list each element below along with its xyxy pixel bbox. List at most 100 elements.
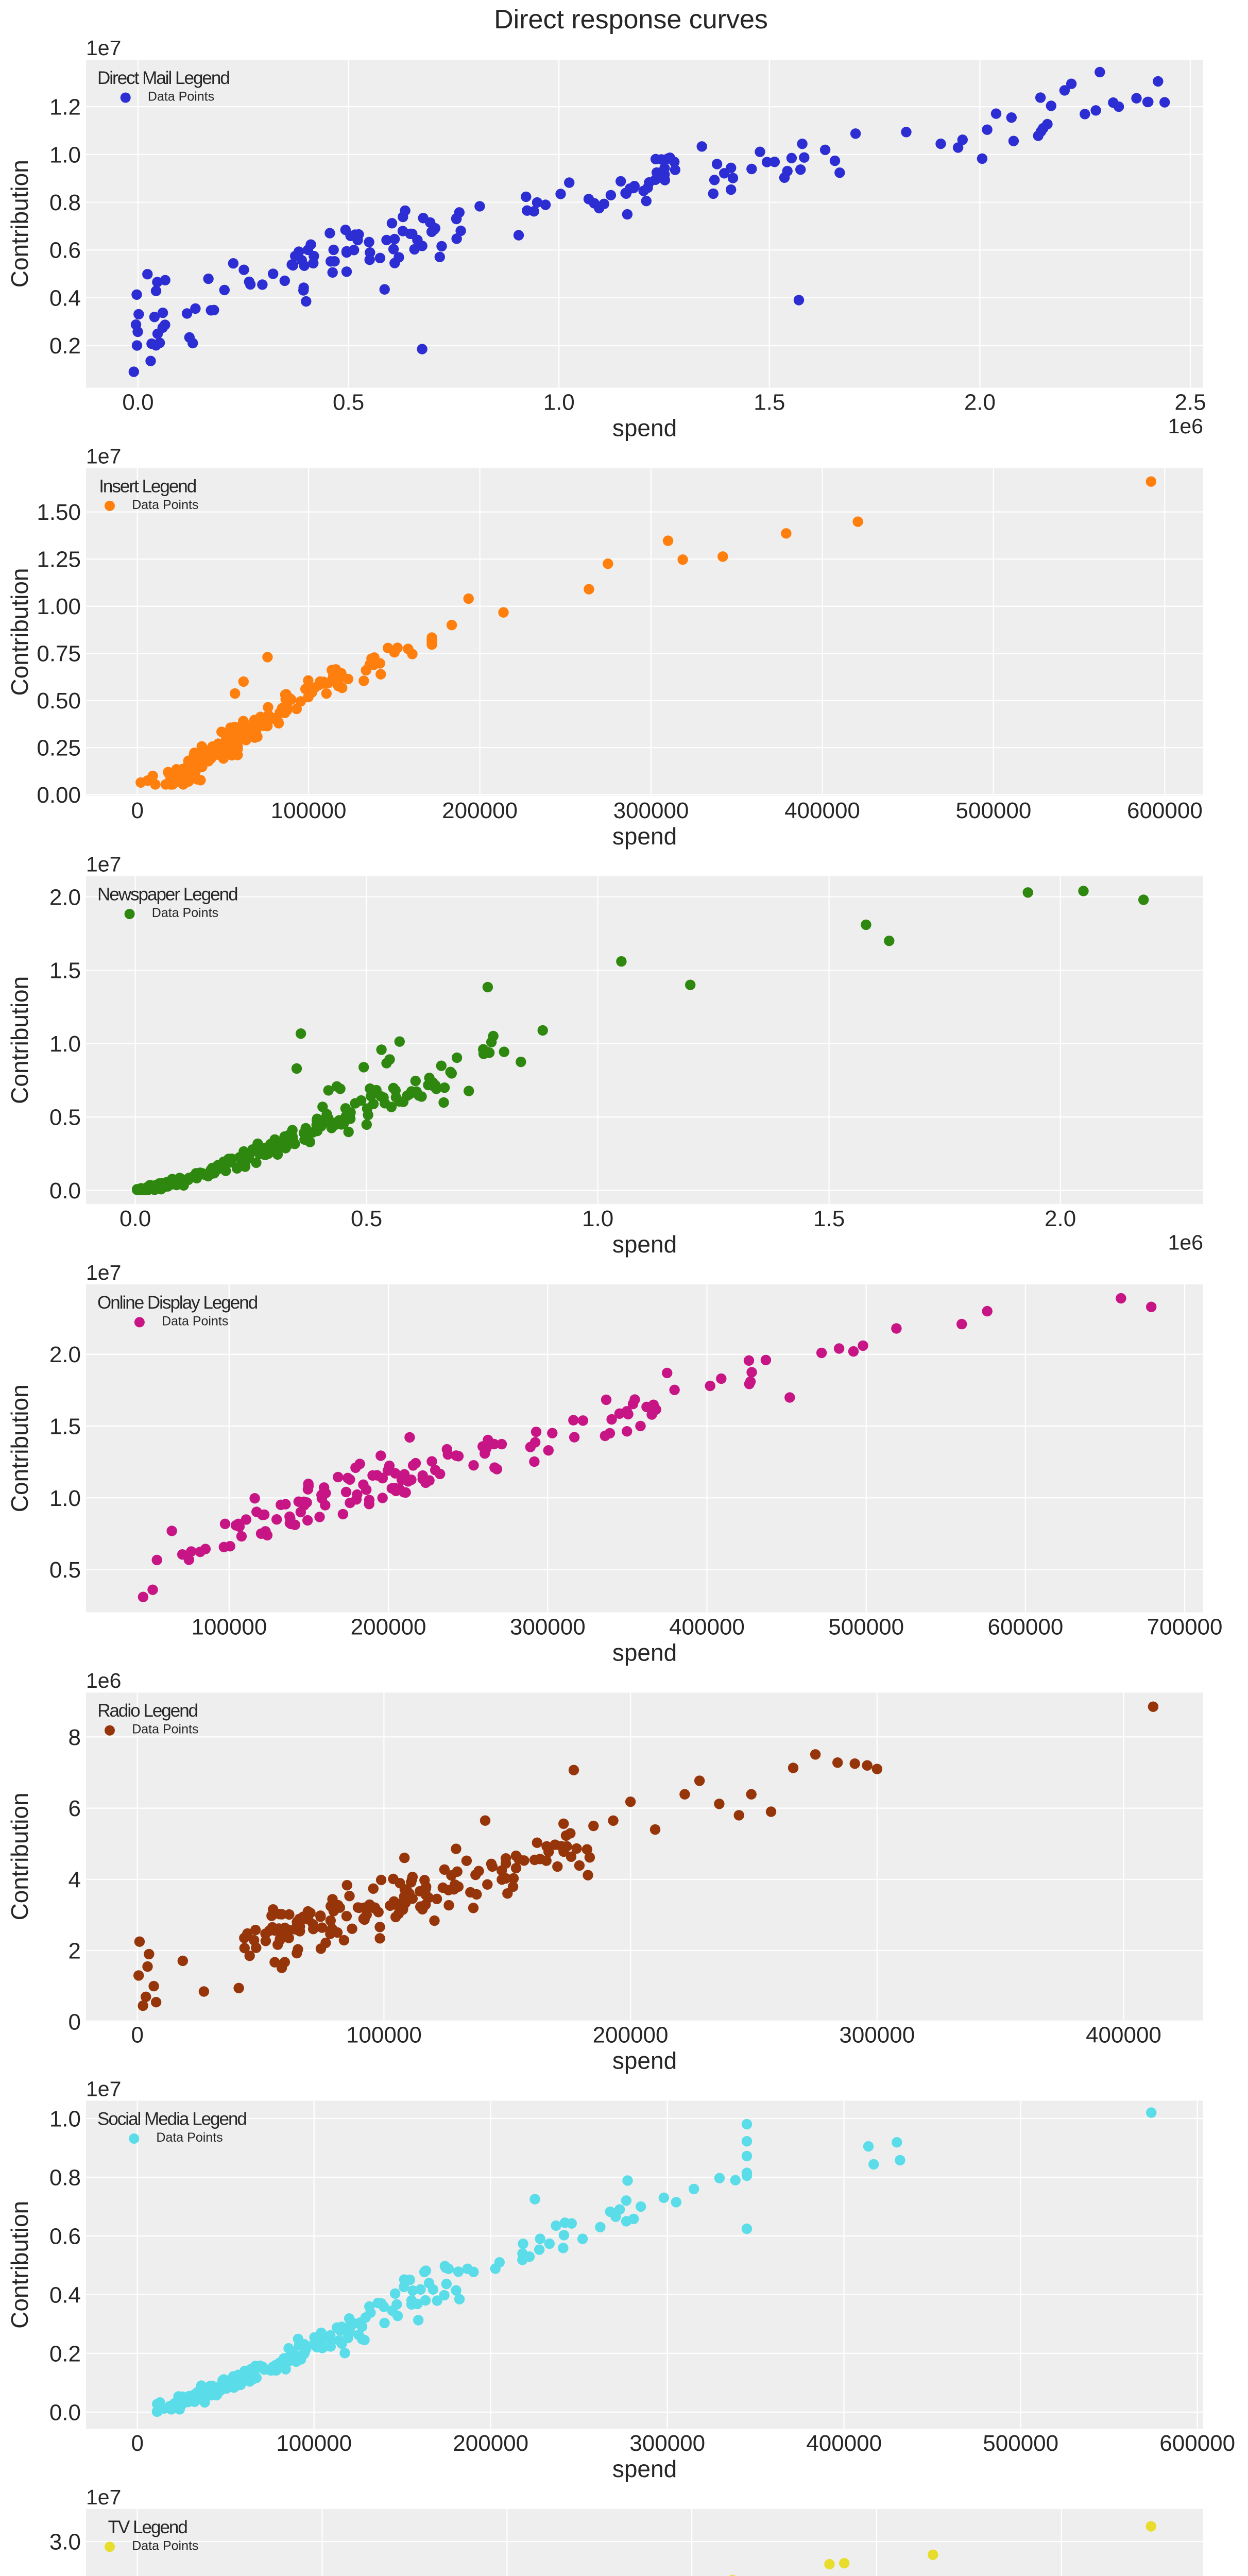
svg-text:1.5: 1.5 xyxy=(813,1206,845,1231)
svg-text:0: 0 xyxy=(131,798,143,823)
svg-text:Contribution: Contribution xyxy=(6,568,33,696)
svg-text:Newspaper Legend: Newspaper Legend xyxy=(97,885,237,905)
svg-text:1.25: 1.25 xyxy=(37,547,81,572)
svg-text:200000: 200000 xyxy=(351,1614,426,1639)
svg-text:spend: spend xyxy=(612,415,677,442)
svg-text:0.8: 0.8 xyxy=(49,190,81,215)
svg-text:0.4: 0.4 xyxy=(49,285,81,311)
svg-text:200000: 200000 xyxy=(453,2431,528,2456)
svg-text:1e7: 1e7 xyxy=(86,2485,121,2509)
svg-text:0: 0 xyxy=(131,2431,143,2456)
svg-text:Direct Mail Legend: Direct Mail Legend xyxy=(97,68,229,88)
svg-text:0.8: 0.8 xyxy=(49,2165,81,2191)
svg-text:0.6: 0.6 xyxy=(49,2224,81,2249)
svg-text:Contribution: Contribution xyxy=(6,976,33,1104)
svg-text:1.0: 1.0 xyxy=(582,1206,613,1231)
svg-text:400000: 400000 xyxy=(1086,2023,1161,2048)
svg-text:1.0: 1.0 xyxy=(49,1486,81,1511)
svg-text:0.50: 0.50 xyxy=(37,688,81,714)
svg-text:3.0: 3.0 xyxy=(49,2530,81,2555)
svg-text:Contribution: Contribution xyxy=(6,1384,33,1512)
svg-text:0.5: 0.5 xyxy=(49,1557,81,1583)
svg-text:Social Media Legend: Social Media Legend xyxy=(97,2109,246,2129)
svg-text:2.0: 2.0 xyxy=(1045,1206,1076,1231)
svg-text:0.2: 0.2 xyxy=(49,333,81,359)
svg-text:200000: 200000 xyxy=(593,2023,669,2048)
svg-text:2.0: 2.0 xyxy=(964,390,996,415)
svg-text:1.5: 1.5 xyxy=(49,1414,81,1439)
svg-text:400000: 400000 xyxy=(669,1614,745,1639)
svg-text:TV Legend: TV Legend xyxy=(108,2517,187,2537)
svg-text:0.75: 0.75 xyxy=(37,641,81,667)
svg-text:0: 0 xyxy=(131,2023,143,2048)
svg-text:Direct response curves: Direct response curves xyxy=(494,5,768,35)
svg-text:0.4: 0.4 xyxy=(49,2282,81,2308)
svg-text:6: 6 xyxy=(69,1796,81,1821)
svg-text:spend: spend xyxy=(612,2047,677,2074)
svg-text:400000: 400000 xyxy=(806,2431,882,2456)
svg-text:Radio Legend: Radio Legend xyxy=(97,1701,197,1721)
svg-text:300000: 300000 xyxy=(510,1614,586,1639)
svg-text:Contribution: Contribution xyxy=(6,160,33,287)
svg-text:1e7: 1e7 xyxy=(86,1261,121,1284)
svg-text:1.00: 1.00 xyxy=(37,594,81,619)
svg-text:spend: spend xyxy=(612,1639,677,1666)
svg-text:300000: 300000 xyxy=(629,2431,705,2456)
svg-text:1e6: 1e6 xyxy=(1168,414,1203,438)
svg-text:Data Points: Data Points xyxy=(148,90,214,104)
svg-text:2.0: 2.0 xyxy=(49,885,81,910)
svg-text:Online Display Legend: Online Display Legend xyxy=(97,1293,258,1313)
svg-text:0.0: 0.0 xyxy=(49,2400,81,2425)
svg-text:400000: 400000 xyxy=(784,798,860,823)
svg-text:1.5: 1.5 xyxy=(754,390,785,415)
svg-text:300000: 300000 xyxy=(613,798,689,823)
svg-text:700000: 700000 xyxy=(1147,1614,1223,1639)
svg-text:Data Points: Data Points xyxy=(132,2538,198,2553)
svg-text:200000: 200000 xyxy=(442,798,518,823)
svg-text:Data Points: Data Points xyxy=(156,2130,223,2145)
svg-text:1e6: 1e6 xyxy=(1168,1231,1203,1255)
svg-text:500000: 500000 xyxy=(955,798,1031,823)
svg-text:1e7: 1e7 xyxy=(86,36,121,60)
svg-text:500000: 500000 xyxy=(828,1614,904,1639)
svg-text:1.0: 1.0 xyxy=(49,142,81,167)
svg-text:2: 2 xyxy=(69,1939,81,1964)
svg-text:1.0: 1.0 xyxy=(49,1031,81,1057)
svg-text:100000: 100000 xyxy=(191,1614,267,1639)
svg-text:2.0: 2.0 xyxy=(49,1342,81,1367)
svg-text:500000: 500000 xyxy=(983,2431,1058,2456)
svg-text:1.2: 1.2 xyxy=(49,95,81,120)
svg-text:spend: spend xyxy=(612,1231,677,1258)
svg-text:Insert Legend: Insert Legend xyxy=(99,476,196,496)
svg-text:600000: 600000 xyxy=(1127,798,1203,823)
svg-text:1e6: 1e6 xyxy=(86,1669,121,1692)
svg-text:100000: 100000 xyxy=(271,798,347,823)
svg-text:1e7: 1e7 xyxy=(86,444,121,468)
svg-text:0: 0 xyxy=(69,2010,81,2035)
svg-text:1.0: 1.0 xyxy=(543,390,575,415)
svg-text:0.0: 0.0 xyxy=(119,1206,151,1231)
svg-text:Contribution: Contribution xyxy=(6,2201,33,2329)
svg-text:Contribution: Contribution xyxy=(6,1792,33,1920)
svg-text:Data Points: Data Points xyxy=(132,498,198,512)
svg-text:0.6: 0.6 xyxy=(49,238,81,263)
svg-text:Data Points: Data Points xyxy=(152,906,218,920)
svg-text:0.25: 0.25 xyxy=(37,736,81,761)
svg-text:600000: 600000 xyxy=(1159,2431,1235,2456)
svg-text:0.5: 0.5 xyxy=(49,1105,81,1130)
svg-text:300000: 300000 xyxy=(839,2023,915,2048)
svg-text:Data Points: Data Points xyxy=(132,1722,198,1737)
svg-text:0.0: 0.0 xyxy=(49,1178,81,1204)
svg-text:Data Points: Data Points xyxy=(162,1314,228,1328)
svg-text:0.00: 0.00 xyxy=(37,783,81,808)
svg-text:spend: spend xyxy=(612,823,677,850)
svg-text:600000: 600000 xyxy=(987,1614,1063,1639)
svg-text:100000: 100000 xyxy=(346,2023,422,2048)
svg-text:1.0: 1.0 xyxy=(49,2107,81,2132)
svg-text:4: 4 xyxy=(69,1867,81,1892)
svg-text:spend: spend xyxy=(612,2455,677,2482)
svg-text:8: 8 xyxy=(69,1725,81,1750)
svg-text:0.5: 0.5 xyxy=(333,390,364,415)
svg-text:1.5: 1.5 xyxy=(49,958,81,984)
svg-text:1e7: 1e7 xyxy=(86,2077,121,2101)
